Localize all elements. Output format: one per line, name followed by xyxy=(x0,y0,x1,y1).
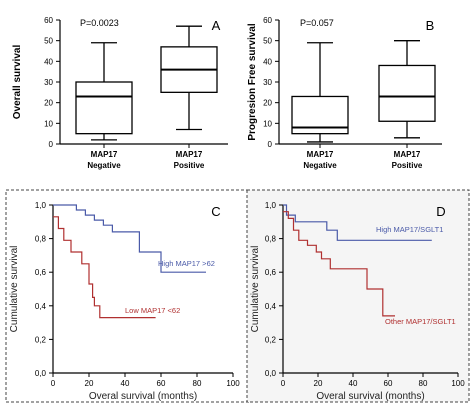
y-tick-label: 0,4 xyxy=(265,302,277,311)
box-plot xyxy=(291,42,349,143)
y-tick-label: 0,4 xyxy=(35,302,47,311)
panel-frame xyxy=(246,189,470,403)
y-tick-label: 10 xyxy=(44,119,53,128)
series-label: High MAP17/SGLT1 xyxy=(376,225,443,234)
category-label: Negative xyxy=(303,161,337,170)
y-tick-label: 10 xyxy=(263,119,272,128)
y-tick-label: 40 xyxy=(44,57,53,66)
panel-d: 0,0 0,2 0,4 0,6 0,8 1,0 0 20 40 60 80 100 High MAP17… xyxy=(246,189,470,403)
panel-letter: B xyxy=(426,18,435,33)
y-axis-label: Cumulative survival xyxy=(9,246,20,333)
box-plot xyxy=(75,42,133,141)
category-label: Positive xyxy=(392,161,423,170)
p-value: P=0.057 xyxy=(300,18,334,28)
panel-c: 0,0 0,2 0,4 0,6 0,8 1,0 0 20 40 60 80 100 High MAP17… xyxy=(5,189,250,403)
y-tick-label: 0 xyxy=(268,140,273,149)
y-tick-label: 0,0 xyxy=(35,369,47,378)
x-tick-label: 60 xyxy=(157,379,166,388)
x-tick-label: 40 xyxy=(121,379,130,388)
panel-a: 0 10 20 30 40 50 60 MAP17 Negative MAP17 Positive P… xyxy=(12,16,228,170)
y-tick-label: 0,0 xyxy=(265,369,277,378)
panel-letter: A xyxy=(212,18,221,33)
category-label: MAP17 xyxy=(307,150,334,159)
y-tick-label: 0,8 xyxy=(35,235,47,244)
y-tick-label: 0,6 xyxy=(265,268,277,277)
y-tick-label: 0,2 xyxy=(35,335,47,344)
x-tick-label: 0 xyxy=(281,379,286,388)
panel-letter: D xyxy=(436,204,445,219)
p-value: P=0.0023 xyxy=(80,18,119,28)
y-tick-label: 50 xyxy=(44,37,53,46)
y-tick-label: 0,8 xyxy=(265,235,277,244)
y-tick-label: 50 xyxy=(263,37,272,46)
survival-curve xyxy=(283,204,432,241)
y-tick-label: 40 xyxy=(263,57,272,66)
x-tick-label: 0 xyxy=(51,379,56,388)
y-tick-label: 60 xyxy=(263,16,272,25)
y-tick-label: 1,0 xyxy=(265,201,277,210)
y-axis-label: Cumulative survival xyxy=(250,246,261,333)
series-label: Low MAP17 <62 xyxy=(125,306,180,315)
category-label: MAP17 xyxy=(91,150,118,159)
y-tick-label: 20 xyxy=(44,99,53,108)
survival-curve xyxy=(53,216,156,319)
survival-curve xyxy=(283,211,395,317)
y-axis-label: Overall survival xyxy=(12,45,23,120)
x-tick-label: 20 xyxy=(314,379,323,388)
y-tick-label: 60 xyxy=(44,16,53,25)
y-tick-label: 1,0 xyxy=(35,201,47,210)
survival-curve xyxy=(53,204,206,273)
x-tick-label: 20 xyxy=(85,379,94,388)
x-axis-label: Overal survival (months) xyxy=(316,391,424,402)
category-label: MAP17 xyxy=(176,150,203,159)
box-plot xyxy=(378,40,436,139)
y-tick-label: 0,2 xyxy=(265,335,277,344)
panel-b: 0 10 20 30 40 50 60 MAP17 Negative MAP17 Positive P… xyxy=(247,16,442,170)
category-label: MAP17 xyxy=(394,150,421,159)
series-label: High MAP17 >62 xyxy=(158,259,215,268)
x-tick-label: 40 xyxy=(349,379,358,388)
x-tick-label: 100 xyxy=(226,379,240,388)
y-tick-label: 0,6 xyxy=(35,268,47,277)
x-tick-label: 100 xyxy=(451,379,465,388)
x-tick-label: 80 xyxy=(193,379,202,388)
iqr-box xyxy=(378,64,436,122)
category-label: Positive xyxy=(174,161,205,170)
panel-background xyxy=(247,190,469,402)
y-axis-label: Progresion Free survival xyxy=(247,23,258,140)
y-tick-label: 30 xyxy=(44,78,53,87)
series-label: Other MAP17/SGLT1 xyxy=(385,317,456,326)
category-label: Negative xyxy=(87,161,121,170)
panel-letter: C xyxy=(211,204,220,219)
x-axis-label: Overal survival (months) xyxy=(89,391,197,402)
x-tick-label: 80 xyxy=(419,379,428,388)
y-tick-label: 0 xyxy=(49,140,54,149)
x-tick-label: 60 xyxy=(384,379,393,388)
y-tick-label: 20 xyxy=(263,99,272,108)
iqr-box xyxy=(75,81,133,135)
panel-frame xyxy=(5,189,250,403)
box-plot xyxy=(160,25,218,131)
y-tick-label: 30 xyxy=(263,78,272,87)
